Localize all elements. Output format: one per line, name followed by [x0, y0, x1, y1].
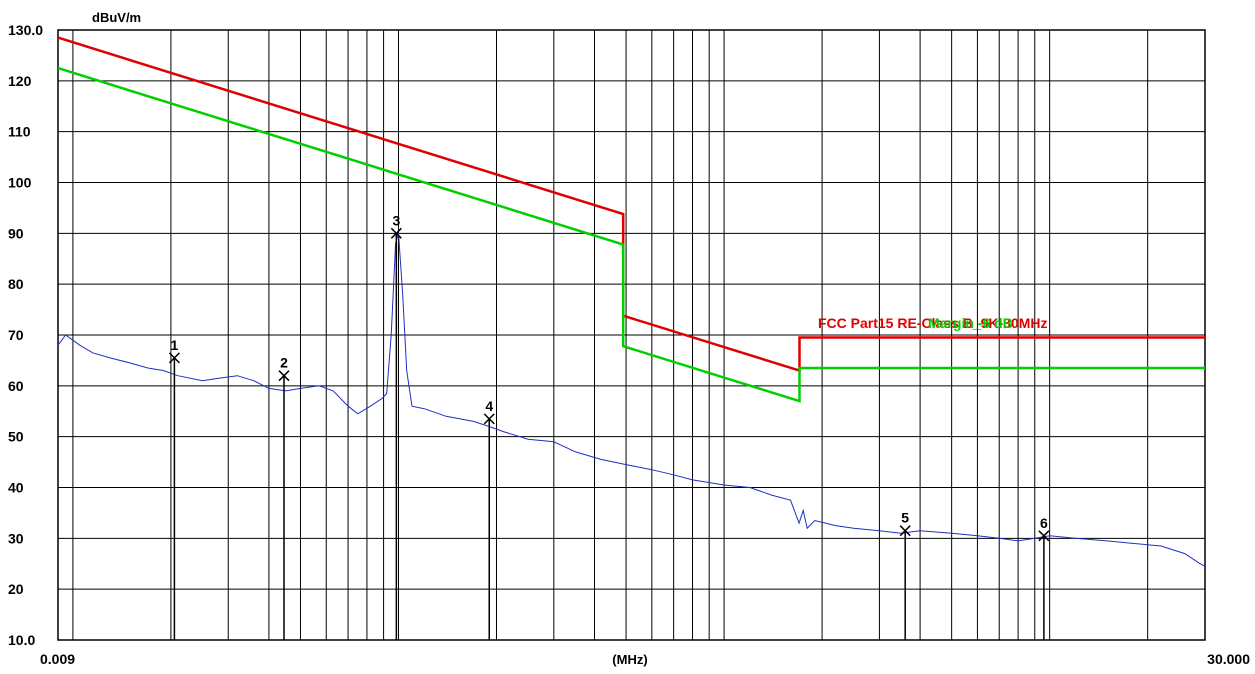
y-tick-label: 30: [8, 530, 24, 546]
marker-x: [278, 370, 290, 382]
y-tick-label: 100: [8, 175, 32, 191]
y-tick-label: 110: [8, 124, 31, 140]
y-tick-label: 60: [8, 378, 24, 394]
y-tick-label: 70: [8, 327, 24, 343]
grid: [58, 30, 1205, 640]
limit-annotation: FCC Part15 RE-Class B_9K-30MHz: [818, 315, 1048, 331]
limit-annotation: Margin -6 dB: [928, 315, 1013, 331]
marker-label: 4: [485, 398, 493, 414]
marker-label: 6: [1040, 515, 1048, 531]
y-tick-label: 40: [8, 480, 24, 496]
marker-label: 3: [392, 212, 400, 228]
margin-line: [57, 66, 1205, 403]
y-tick-label: 10.0: [8, 632, 35, 648]
x-tick-label: 30.000: [1207, 651, 1250, 667]
marker-x: [390, 227, 402, 239]
x-axis-label: (MHz): [612, 652, 647, 667]
y-axis-label: dBuV/m: [92, 10, 141, 25]
marker-label: 2: [280, 355, 288, 371]
x-axis-ticks: 0.009 30.000: [40, 651, 1250, 667]
limit-line: [57, 36, 1205, 373]
marker-label: 1: [171, 337, 179, 353]
y-tick-label: 20: [8, 581, 24, 597]
y-tick-label: 90: [8, 225, 24, 241]
marker-x: [483, 413, 495, 425]
y-tick-label: 120: [8, 73, 32, 89]
marker-x: [899, 525, 911, 537]
x-tick-label: 0.009: [40, 651, 75, 667]
y-tick-label: 50: [8, 429, 24, 445]
measurement-trace: [57, 233, 1206, 567]
marker-x: [1038, 530, 1050, 542]
y-tick-label: 130.0: [8, 22, 43, 38]
y-tick-label: 80: [8, 276, 24, 292]
series-group: [57, 36, 1206, 567]
markers-group: 1 2 3 4 5 6: [168, 212, 1050, 640]
y-axis-ticks: 130.0 120 110 100 90 80 70 60 50 40 30 20 10.0: [8, 22, 43, 648]
marker-x: [168, 352, 180, 364]
marker-label: 5: [901, 510, 909, 526]
